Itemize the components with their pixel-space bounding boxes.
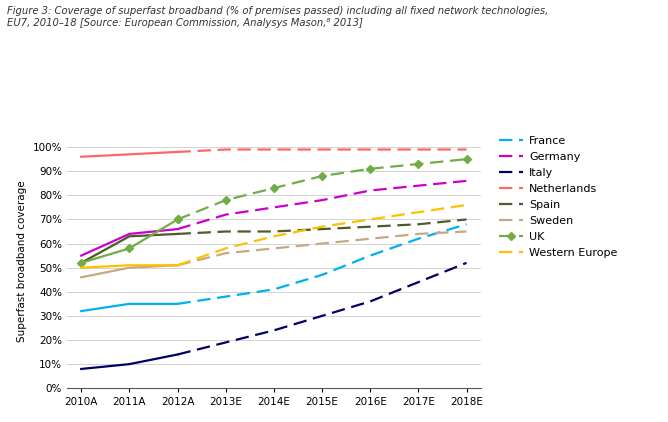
- Netherlands: [414, 147, 422, 152]
- Germany: [366, 188, 374, 193]
- Germany: [462, 179, 470, 184]
- Italy: [222, 340, 230, 345]
- Western Europe: [174, 263, 182, 268]
- Netherlands: [462, 147, 470, 152]
- France: [270, 287, 278, 292]
- Text: Figure 3: Coverage of superfast broadband (% of premises passed) including all f: Figure 3: Coverage of superfast broadban…: [7, 6, 548, 28]
- Italy: [414, 280, 422, 285]
- Germany: [270, 205, 278, 210]
- Sweden: [222, 251, 230, 256]
- Netherlands: [318, 147, 326, 152]
- Netherlands: [174, 149, 182, 154]
- Spain: [174, 231, 182, 236]
- Sweden: [174, 263, 182, 268]
- Line: UK: UK: [175, 157, 470, 222]
- Western Europe: [414, 210, 422, 215]
- Germany: [174, 227, 182, 232]
- Western Europe: [462, 203, 470, 208]
- Sweden: [318, 241, 326, 246]
- Line: France: France: [178, 224, 466, 304]
- Italy: [318, 314, 326, 319]
- UK: [174, 217, 182, 222]
- Netherlands: [366, 147, 374, 152]
- France: [414, 236, 422, 241]
- France: [318, 272, 326, 277]
- Line: Netherlands: Netherlands: [178, 149, 466, 152]
- Sweden: [414, 231, 422, 236]
- Line: Sweden: Sweden: [178, 232, 466, 265]
- UK: [462, 157, 470, 162]
- UK: [414, 162, 422, 167]
- Spain: [318, 227, 326, 232]
- Western Europe: [270, 234, 278, 239]
- Line: Italy: Italy: [178, 263, 466, 354]
- Western Europe: [318, 224, 326, 229]
- Line: Western Europe: Western Europe: [178, 205, 466, 265]
- France: [174, 301, 182, 306]
- Spain: [270, 229, 278, 234]
- Germany: [318, 197, 326, 203]
- France: [222, 294, 230, 299]
- France: [462, 222, 470, 227]
- Line: Germany: Germany: [178, 181, 466, 229]
- Y-axis label: Superfast broadband coverage: Superfast broadband coverage: [17, 181, 27, 342]
- UK: [270, 186, 278, 191]
- Spain: [222, 229, 230, 234]
- Italy: [366, 299, 374, 304]
- Italy: [174, 352, 182, 357]
- UK: [366, 166, 374, 171]
- Sweden: [270, 246, 278, 251]
- Western Europe: [222, 246, 230, 251]
- Sweden: [366, 236, 374, 241]
- UK: [318, 173, 326, 179]
- Sweden: [462, 229, 470, 234]
- Spain: [414, 222, 422, 227]
- Netherlands: [270, 147, 278, 152]
- Germany: [414, 183, 422, 188]
- UK: [222, 197, 230, 203]
- Spain: [462, 217, 470, 222]
- Spain: [366, 224, 374, 229]
- France: [366, 253, 374, 258]
- Italy: [270, 328, 278, 333]
- Netherlands: [222, 147, 230, 152]
- Line: Spain: Spain: [178, 219, 466, 234]
- Legend: France, Germany, Italy, Netherlands, Spain, Sweden, UK, Western Europe: France, Germany, Italy, Netherlands, Spa…: [499, 135, 617, 258]
- Germany: [222, 212, 230, 217]
- Italy: [462, 260, 470, 265]
- Western Europe: [366, 217, 374, 222]
